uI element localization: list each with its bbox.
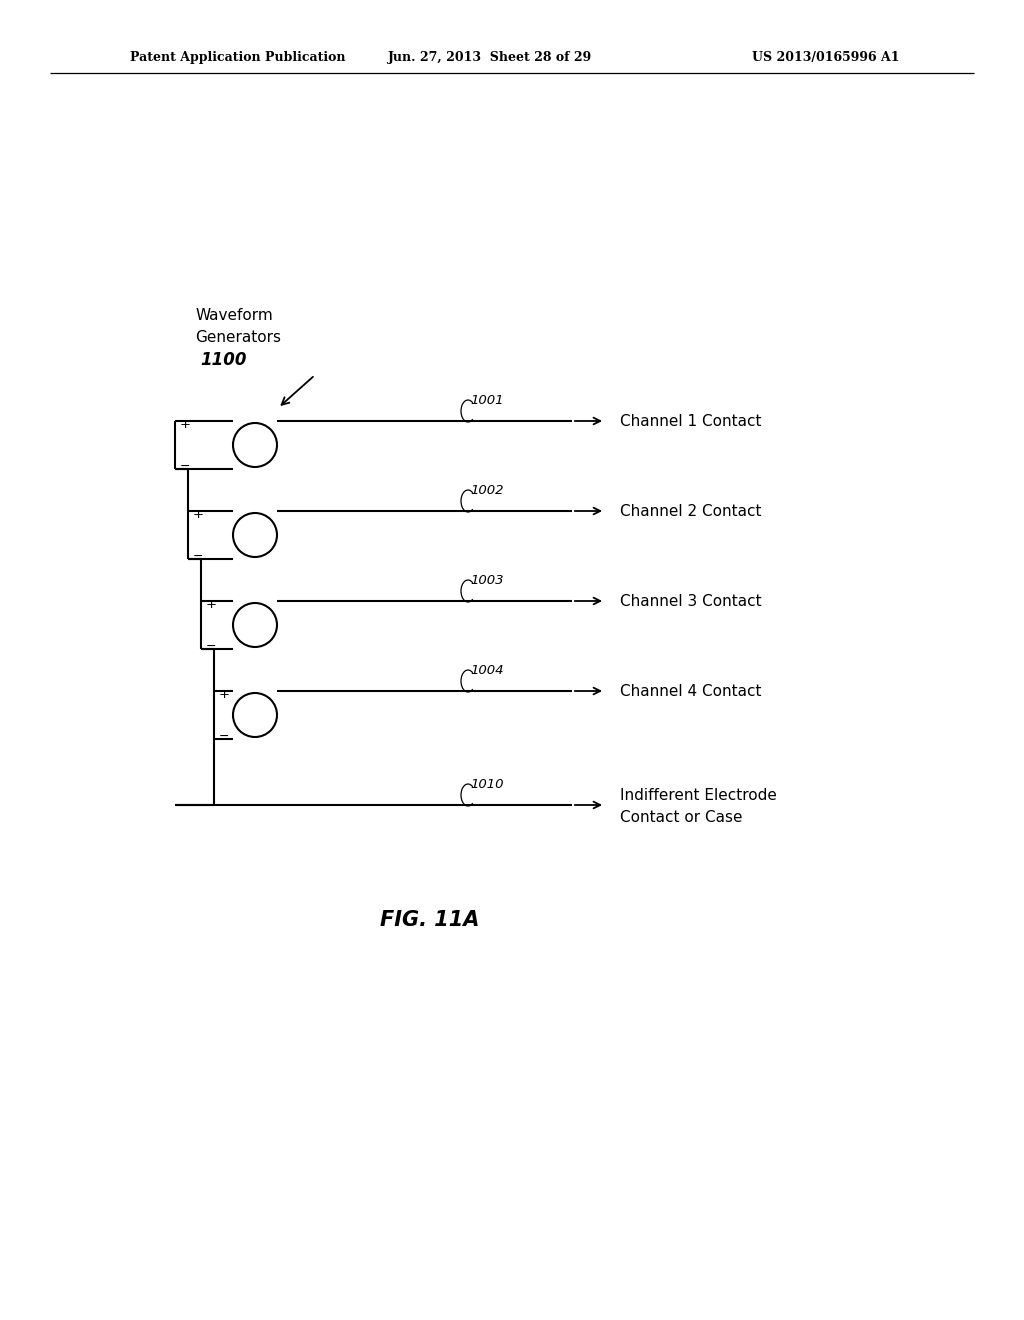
Text: +: + xyxy=(206,598,216,610)
Text: −: − xyxy=(219,730,229,742)
Text: Waveform: Waveform xyxy=(195,308,272,322)
Text: FIG. 11A: FIG. 11A xyxy=(380,909,479,931)
Text: Channel 4 Contact: Channel 4 Contact xyxy=(620,684,762,698)
Text: −: − xyxy=(193,549,203,562)
Text: 1010: 1010 xyxy=(470,779,504,792)
Text: Generators: Generators xyxy=(195,330,281,345)
Text: Channel 1 Contact: Channel 1 Contact xyxy=(620,413,762,429)
Text: 1004: 1004 xyxy=(470,664,504,677)
Text: +: + xyxy=(193,507,204,520)
Text: 1002: 1002 xyxy=(470,484,504,498)
Text: −: − xyxy=(180,459,190,473)
Text: 1100: 1100 xyxy=(200,351,247,370)
Text: Channel 2 Contact: Channel 2 Contact xyxy=(620,503,762,519)
Text: 1003: 1003 xyxy=(470,574,504,587)
Text: −: − xyxy=(206,639,216,652)
Text: Jun. 27, 2013  Sheet 28 of 29: Jun. 27, 2013 Sheet 28 of 29 xyxy=(388,51,592,65)
Text: Indifferent Electrode: Indifferent Electrode xyxy=(620,788,777,803)
Text: US 2013/0165996 A1: US 2013/0165996 A1 xyxy=(753,51,900,65)
Text: +: + xyxy=(218,688,229,701)
Text: Channel 3 Contact: Channel 3 Contact xyxy=(620,594,762,609)
Text: 1001: 1001 xyxy=(470,395,504,408)
Text: +: + xyxy=(179,417,190,430)
Text: Patent Application Publication: Patent Application Publication xyxy=(130,51,345,65)
Text: Contact or Case: Contact or Case xyxy=(620,810,742,825)
